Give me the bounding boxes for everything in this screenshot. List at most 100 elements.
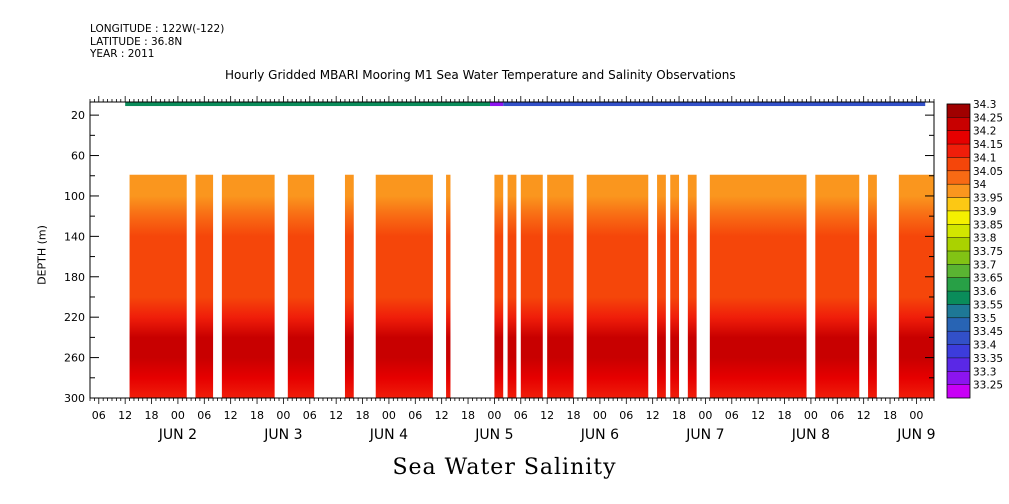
colorbar-swatch bbox=[947, 291, 970, 305]
salinity-data-segment bbox=[687, 174, 697, 398]
x-hour-tick-label: 12 bbox=[435, 409, 449, 422]
colorbar-swatch bbox=[947, 277, 970, 292]
x-hour-tick-label: 06 bbox=[303, 409, 317, 422]
salinity-data-segment bbox=[375, 174, 433, 398]
salinity-data-segment bbox=[898, 174, 934, 398]
y-tick-label: 140 bbox=[64, 230, 85, 243]
x-hour-tick-label: 18 bbox=[778, 409, 792, 422]
y-tick-label: 300 bbox=[64, 392, 85, 405]
x-hour-tick-label: 18 bbox=[145, 409, 159, 422]
variable-title: Sea Water Salinity bbox=[392, 455, 617, 480]
colorbar-swatch bbox=[947, 210, 970, 225]
colorbar-label: 33.45 bbox=[973, 326, 1003, 338]
salinity-data-segment bbox=[815, 174, 860, 398]
y-tick-label: 260 bbox=[64, 352, 85, 365]
colorbar-label: 33.7 bbox=[973, 259, 996, 271]
x-date-tick-label: JUN 5 bbox=[474, 427, 513, 443]
colorbar-swatch bbox=[947, 304, 970, 318]
surface-band-segment bbox=[490, 102, 504, 107]
colorbar-swatch bbox=[947, 104, 970, 118]
salinity-data-segment bbox=[129, 174, 187, 398]
salinity-data-segment bbox=[657, 174, 666, 398]
plot-area bbox=[125, 102, 934, 398]
x-hour-tick-label: 00 bbox=[909, 409, 923, 422]
longitude-label: LONGITUDE : 122W(-122) bbox=[90, 23, 225, 35]
colorbar-label: 33.3 bbox=[973, 366, 996, 378]
x-hour-tick-label: 18 bbox=[672, 409, 686, 422]
colorbar-swatch bbox=[947, 184, 970, 198]
y-tick-label: 220 bbox=[64, 311, 85, 324]
x-hour-tick-label: 12 bbox=[224, 409, 238, 422]
salinity-data-segment bbox=[547, 174, 574, 398]
colorbar-swatch bbox=[947, 264, 970, 278]
y-tick-label: 20 bbox=[71, 109, 85, 122]
y-tick-label: 100 bbox=[64, 190, 85, 203]
x-hour-tick-label: 12 bbox=[751, 409, 765, 422]
colorbar-swatch bbox=[947, 251, 970, 265]
salinity-data-segment bbox=[709, 174, 807, 398]
x-hour-tick-label: 18 bbox=[356, 409, 370, 422]
colorbar-label: 33.35 bbox=[973, 353, 1003, 365]
colorbar-label: 34.25 bbox=[973, 112, 1003, 124]
colorbar-swatch bbox=[947, 237, 970, 251]
colorbar-swatch bbox=[947, 197, 970, 211]
x-hour-tick-label: 12 bbox=[540, 409, 554, 422]
salinity-data-segment bbox=[287, 174, 315, 398]
colorbar-label: 33.65 bbox=[973, 273, 1003, 285]
x-hour-tick-label: 00 bbox=[382, 409, 396, 422]
axes: 20 60 100 140 180 220 260 300 06 12 18 00 06 12 18 00 06… bbox=[64, 96, 936, 443]
colorbar-label: 34.1 bbox=[973, 152, 996, 164]
colorbar-label: 33.4 bbox=[973, 340, 997, 352]
salinity-data-segment bbox=[520, 174, 543, 398]
colorbar-swatch bbox=[947, 344, 970, 358]
colorbar-swatch bbox=[947, 371, 970, 385]
x-date-tick-label: JUN 7 bbox=[685, 427, 724, 443]
year-label: YEAR : 2011 bbox=[90, 48, 155, 60]
salinity-data-segment bbox=[221, 174, 275, 398]
y-tick-label: 180 bbox=[64, 271, 85, 284]
x-hour-tick-label: 12 bbox=[646, 409, 660, 422]
x-hour-tick-label: 18 bbox=[567, 409, 581, 422]
salinity-data-segment bbox=[670, 174, 680, 398]
x-hour-tick-label: 00 bbox=[804, 409, 818, 422]
x-date-tick-label: JUN 9 bbox=[896, 427, 935, 443]
colorbar-swatch bbox=[947, 130, 970, 145]
x-hour-tick-label: 00 bbox=[487, 409, 501, 422]
colorbar-label: 33.9 bbox=[973, 206, 996, 218]
x-hour-tick-label: 12 bbox=[118, 409, 132, 422]
colorbar-label: 33.8 bbox=[973, 233, 996, 245]
y-tick-label: 60 bbox=[71, 150, 85, 163]
colorbar: 34.334.2534.234.1534.134.053433.9533.933… bbox=[946, 99, 1003, 399]
x-hour-tick-label: 00 bbox=[276, 409, 290, 422]
colorbar-swatch bbox=[947, 157, 970, 171]
x-hour-tick-label: 06 bbox=[408, 409, 422, 422]
surface-band-segment bbox=[503, 102, 926, 107]
salinity-data-segment bbox=[344, 174, 354, 398]
metadata-header: LONGITUDE : 122W(-122) LATITUDE : 36.8N … bbox=[90, 23, 224, 61]
x-date-tick-label: JUN 2 bbox=[158, 427, 197, 443]
colorbar-label: 33.25 bbox=[973, 380, 1003, 392]
x-date-tick-label: JUN 8 bbox=[791, 427, 830, 443]
x-hour-tick-label: 00 bbox=[593, 409, 607, 422]
colorbar-swatch bbox=[947, 317, 970, 332]
colorbar-label: 33.55 bbox=[973, 299, 1003, 311]
colorbar-swatch bbox=[947, 357, 970, 372]
latitude-label: LATITUDE : 36.8N bbox=[90, 35, 183, 48]
colorbar-swatch bbox=[947, 117, 970, 131]
x-hour-tick-label: 06 bbox=[92, 409, 106, 422]
colorbar-label: 34.3 bbox=[973, 99, 996, 111]
colorbar-swatch bbox=[947, 170, 970, 185]
salinity-data-segment bbox=[195, 174, 214, 398]
salinity-data-segment bbox=[586, 174, 649, 398]
colorbar-label: 33.95 bbox=[973, 193, 1003, 205]
colorbar-swatch bbox=[947, 224, 970, 238]
colorbar-label: 33.75 bbox=[973, 246, 1003, 258]
x-hour-tick-label: 06 bbox=[514, 409, 528, 422]
colorbar-label: 34 bbox=[973, 179, 987, 191]
x-hour-tick-label: 06 bbox=[619, 409, 633, 422]
surface-band-segment bbox=[125, 102, 491, 107]
x-date-tick-label: JUN 4 bbox=[369, 427, 408, 443]
colorbar-swatch bbox=[947, 144, 970, 158]
x-hour-tick-label: 12 bbox=[329, 409, 343, 422]
